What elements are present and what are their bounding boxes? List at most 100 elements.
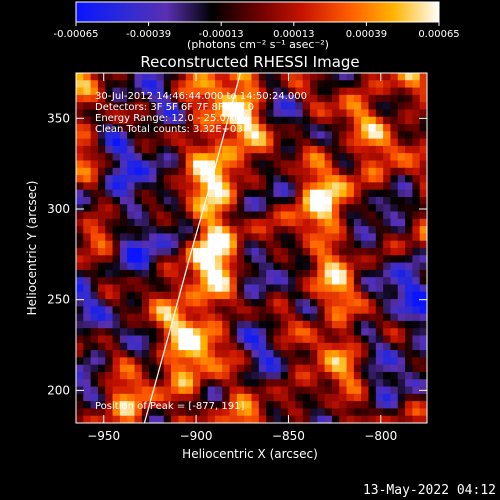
heatmap-cell (163, 320, 172, 329)
heatmap-cell (346, 393, 355, 402)
heatmap-cell (339, 124, 348, 132)
heatmap-cell (134, 131, 143, 140)
heatmap-cell (214, 277, 223, 286)
heatmap-cell (353, 196, 362, 205)
heatmap-cell (251, 138, 260, 147)
heatmap-cell (302, 153, 311, 162)
heatmap-cell (258, 320, 267, 329)
heatmap-cell (193, 73, 201, 81)
heatmap-cell (353, 109, 362, 118)
heatmap-cell (419, 211, 427, 220)
heatmap-cell (141, 189, 150, 198)
heatmap-cell (302, 255, 311, 264)
heatmap-cell (302, 240, 311, 249)
heatmap-cell (288, 124, 296, 132)
heatmap-cell (419, 80, 427, 89)
heatmap-cell (339, 196, 348, 205)
heatmap-cell (412, 393, 421, 402)
x-tick-label: −950 (87, 429, 120, 443)
heatmap-cell (310, 277, 318, 286)
heatmap-cell (222, 350, 231, 358)
heatmap-cell (295, 175, 304, 183)
heatmap-cell (193, 306, 201, 315)
heatmap-cell (178, 94, 187, 103)
heatmap-cell (346, 94, 355, 103)
heatmap-cell (258, 386, 267, 395)
heatmap-cell (412, 175, 421, 183)
heatmap-cell (266, 204, 275, 213)
heatmap-cell (346, 80, 355, 89)
heatmap-cell (324, 102, 333, 111)
heatmap-cell (339, 371, 348, 380)
heatmap-cell (222, 328, 231, 337)
heatmap-cell (390, 313, 399, 322)
heatmap-cell (193, 233, 201, 242)
heatmap-cell (76, 153, 84, 162)
heatmap-cell (207, 138, 216, 147)
heatmap-cell (324, 80, 333, 89)
heatmap-cell (156, 233, 165, 242)
heatmap-cell (288, 415, 296, 423)
heatmap-cell (119, 284, 128, 293)
heatmap-cell (185, 226, 194, 235)
heatmap-cell (251, 269, 260, 278)
heatmap-cell (163, 248, 172, 256)
heatmap-cell (339, 364, 348, 373)
heatmap-cell (368, 328, 377, 337)
heatmap-cell (324, 153, 333, 162)
heatmap-cell (222, 167, 231, 176)
heatmap-cell (156, 204, 165, 213)
heatmap-cell (83, 167, 92, 176)
heatmap-cell (397, 160, 406, 169)
heatmap-cell (266, 284, 275, 293)
heatmap-cell (346, 269, 355, 278)
heatmap-cell (119, 153, 128, 162)
heatmap-cell (156, 189, 165, 198)
heatmap-cell (331, 299, 340, 307)
heatmap-cell (244, 182, 253, 191)
heatmap-cell (134, 386, 143, 395)
heatmap-cell (295, 102, 304, 111)
heatmap-cell (361, 116, 370, 125)
heatmap-cell (178, 240, 187, 249)
heatmap-cell (419, 342, 427, 351)
heatmap-cell (258, 291, 267, 300)
heatmap-cell (171, 240, 179, 249)
heatmap-cell (127, 291, 136, 300)
heatmap-cell (127, 211, 136, 220)
heatmap-cell (280, 196, 289, 205)
heatmap-cell (397, 393, 406, 402)
heatmap-cell (383, 313, 392, 322)
heatmap-cell (310, 80, 318, 89)
heatmap-cell (412, 116, 421, 125)
heatmap-cell (134, 124, 143, 132)
heatmap-cell (171, 408, 179, 417)
heatmap-cell (76, 211, 84, 220)
heatmap-cell (185, 269, 194, 278)
heatmap-cell (331, 415, 340, 423)
heatmap-cell (244, 262, 253, 271)
heatmap-cell (353, 379, 362, 388)
heatmap-cell (149, 175, 158, 183)
heatmap-cell (90, 393, 99, 402)
heatmap-cell (397, 145, 406, 154)
heatmap-cell (134, 226, 143, 235)
annotation-block: 30-Jul-2012 14:46:44.000 to 14:50:24.000… (95, 91, 307, 135)
heatmap-cell (171, 357, 179, 366)
heatmap-cell (412, 94, 421, 103)
heatmap-cell (258, 145, 267, 154)
heatmap-cell (331, 269, 340, 278)
heatmap-cell (361, 306, 370, 315)
heatmap-cell (193, 350, 201, 358)
heatmap-cell (90, 299, 99, 307)
heatmap-cell (339, 226, 348, 235)
heatmap-cell (368, 116, 377, 125)
heatmap-cell (244, 211, 253, 220)
heatmap-cell (412, 313, 421, 322)
heatmap-cell (97, 379, 106, 388)
heatmap-cell (214, 313, 223, 322)
heatmap-cell (105, 306, 114, 315)
heatmap-cell (361, 196, 370, 205)
heatmap-cell (258, 211, 267, 220)
heatmap-cell (383, 182, 392, 191)
